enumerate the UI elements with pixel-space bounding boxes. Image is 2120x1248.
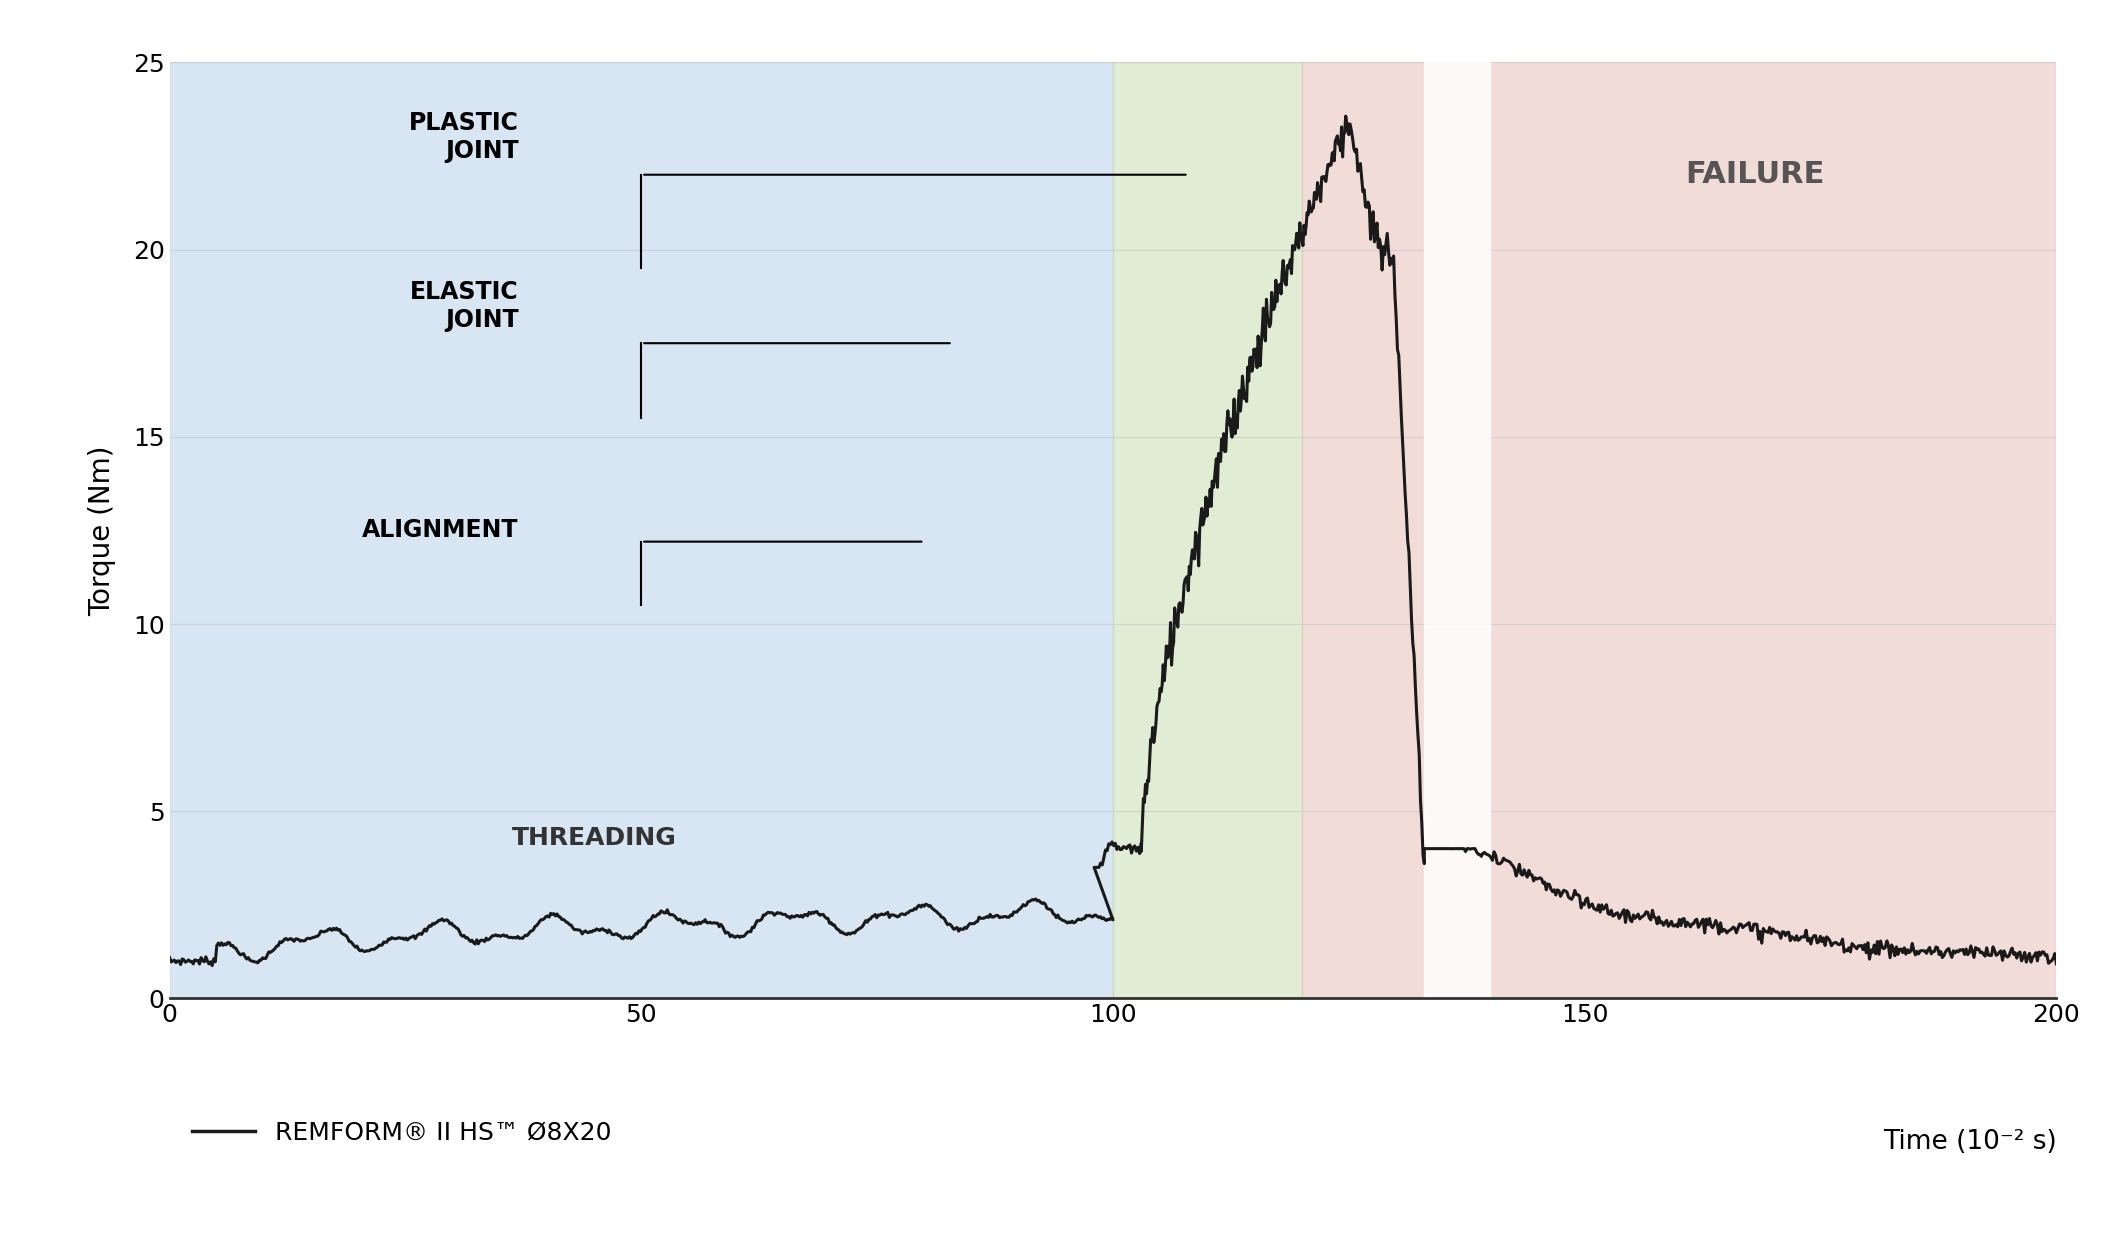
Bar xyxy=(1113,62,1302,998)
Text: PLASTIC
JOINT: PLASTIC JOINT xyxy=(409,111,519,163)
Bar xyxy=(170,62,1113,998)
Y-axis label: Torque (Nm): Torque (Nm) xyxy=(89,446,117,615)
Text: ALIGNMENT: ALIGNMENT xyxy=(363,518,519,543)
Text: THREADING: THREADING xyxy=(511,826,676,850)
Legend: REMFORM® II HS™ Ø8X20: REMFORM® II HS™ Ø8X20 xyxy=(182,1111,621,1154)
Text: Time (10⁻² s): Time (10⁻² s) xyxy=(1883,1129,2056,1156)
Text: ELASTIC
JOINT: ELASTIC JOINT xyxy=(409,280,519,332)
Bar xyxy=(1302,62,2056,998)
Text: FAILURE: FAILURE xyxy=(1685,160,1823,190)
Bar xyxy=(1425,62,1490,998)
